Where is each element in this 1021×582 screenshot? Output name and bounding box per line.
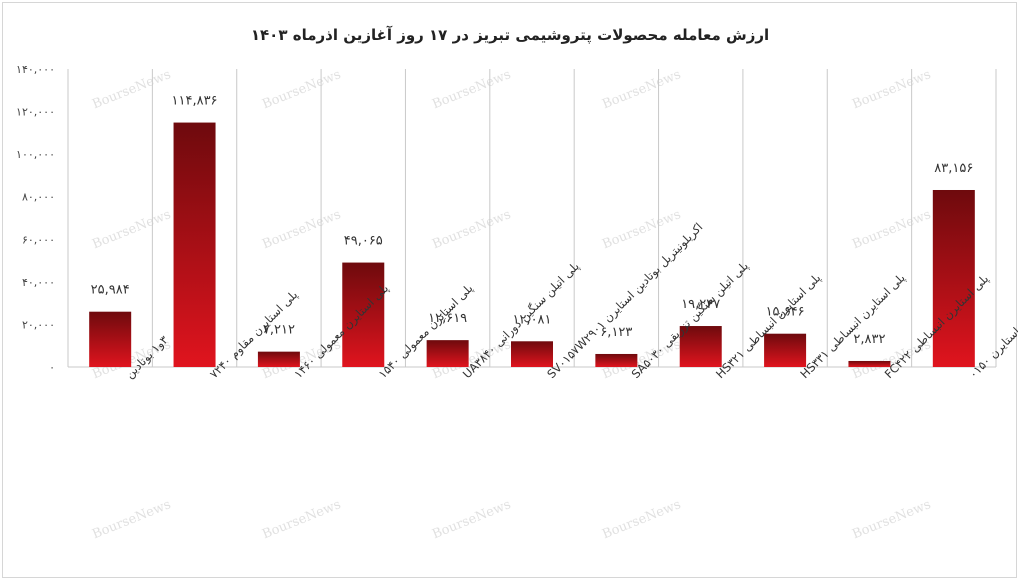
bar [511, 341, 553, 367]
watermark-text: BourseNews [850, 497, 933, 542]
bar [257, 351, 300, 367]
bar [595, 353, 638, 367]
watermark-text: BourseNews [600, 497, 683, 542]
y-tick-label: ۱۴۰,۰۰۰ [16, 63, 55, 76]
data-label: ۸۳,۱۵۶ [934, 161, 973, 176]
data-label: ۲۵,۹۸۴ [91, 283, 130, 298]
watermark-text: BourseNews [260, 67, 343, 112]
y-tick-label: ۰ [49, 361, 55, 374]
data-label: ۷,۲۱۲ [263, 323, 295, 338]
bar-chart: BourseNews BourseNews BourseNews BourseNews… [16, 26, 1018, 542]
bar [679, 326, 722, 367]
watermark-text: BourseNews [430, 207, 513, 252]
bar [89, 311, 132, 367]
data-label: ۱۹,۲۴۷ [681, 297, 720, 312]
bar [932, 189, 975, 367]
bar [848, 360, 891, 367]
data-label: ۱۲,۰۸۱ [512, 312, 551, 327]
y-tick-label: ۸۰,۰۰۰ [22, 191, 55, 204]
watermark-text: BourseNews [850, 207, 933, 252]
y-tick-label: ۱۰۰,۰۰۰ [16, 148, 55, 161]
data-label: ۱۵,۶۴۶ [766, 305, 805, 320]
watermark-text: BourseNews [430, 67, 513, 112]
data-label: ۴۹,۰۶۵ [344, 234, 383, 249]
data-label: ۱۲,۶۱۹ [428, 311, 467, 326]
y-tick-label: ۴۰,۰۰۰ [22, 276, 55, 289]
watermark-text: BourseNews [90, 207, 173, 252]
y-tick-label: ۱۲۰,۰۰۰ [16, 106, 55, 119]
data-label: ۲,۸۳۲ [853, 332, 885, 347]
watermark-text: BourseNews [90, 67, 173, 112]
data-label: ۱۱۴,۸۳۶ [172, 94, 218, 109]
watermark-text: BourseNews [600, 67, 683, 112]
watermark-text: BourseNews [260, 497, 343, 542]
y-tick-label: ۲۰,۰۰۰ [22, 318, 55, 331]
watermark-text: BourseNews [90, 497, 173, 542]
bar [426, 340, 469, 367]
chart-title: ارزش معامله محصولات پتروشیمی تبریز در ۱۷… [251, 26, 769, 45]
watermark-text: BourseNews [850, 67, 933, 112]
data-label: ۶,۱۲۳ [600, 325, 632, 340]
watermark-text: BourseNews [430, 497, 513, 542]
bar [173, 122, 216, 367]
bar [764, 333, 807, 367]
bar [342, 262, 385, 367]
y-tick-label: ۶۰,۰۰۰ [22, 233, 55, 246]
watermark-text: BourseNews [260, 207, 343, 252]
